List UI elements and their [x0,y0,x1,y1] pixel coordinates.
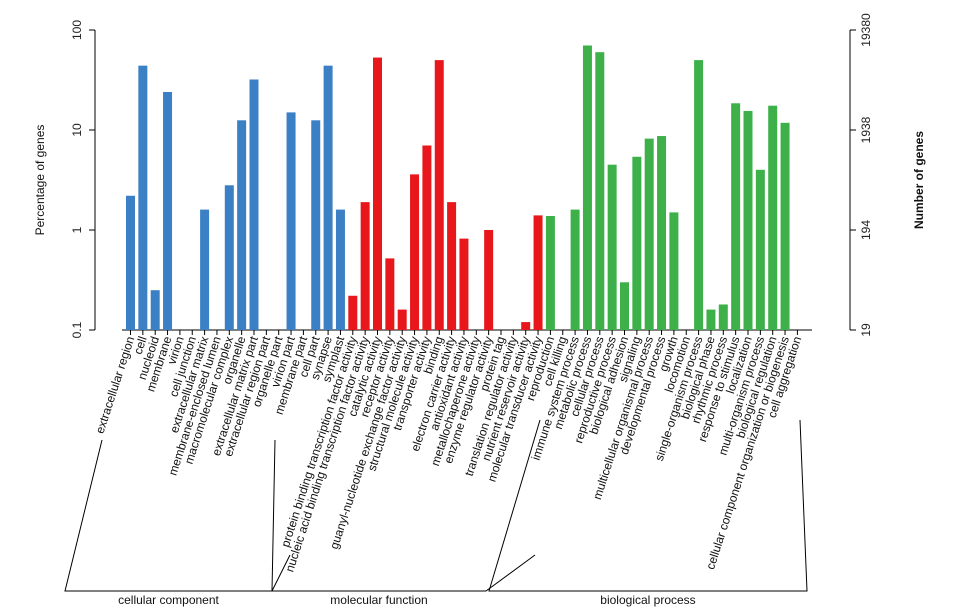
bar [373,57,382,330]
bar [706,309,716,330]
group-bracket [488,419,808,592]
bar [335,209,345,330]
bar [224,185,234,330]
bar [780,122,790,330]
bar [163,91,173,330]
bar [632,156,642,330]
bar [768,105,778,330]
bar [484,230,494,330]
bar [286,112,296,331]
bar [533,215,543,330]
bar [570,209,580,330]
group-label: biological process [600,593,695,607]
bar [595,52,605,330]
bar [249,79,259,330]
left-tick-label: 100 [70,20,84,40]
left-tick-label: 0.1 [70,321,84,338]
bar [607,164,617,330]
bar [731,103,741,330]
bar [521,322,531,330]
bar [743,110,753,330]
bar [582,45,592,330]
group-bracket [271,554,536,592]
bar [644,138,654,330]
bar [755,169,765,330]
bar [422,145,432,330]
bar [434,60,444,331]
group-bracket [64,439,276,592]
x-ticks [130,330,798,335]
group-label: cellular component [118,593,219,607]
right-y-axis-title: Number of genes [912,131,926,229]
bar [397,309,407,330]
bar [459,238,469,330]
group-label: molecular function [330,593,427,607]
bar [545,216,555,330]
left-tick-label: 10 [70,123,84,137]
bar [348,295,358,330]
left-y-axis-title: Percentage of genes [33,125,47,236]
bar [718,304,728,330]
right-y-ticks: 19380 1938 194 19 [850,13,873,337]
bar [138,65,148,331]
bar [360,202,370,330]
category-labels: extracellular regioncellnucleoidmembrane… [93,334,805,574]
bars [126,45,790,331]
bar [694,60,704,331]
bar [669,212,679,330]
right-tick-label: 19 [859,323,873,337]
bar [620,282,629,330]
bar [385,258,395,330]
bar [150,290,160,330]
bar [410,174,420,330]
bar [311,120,321,331]
left-tick-label: 1 [70,226,84,233]
bar [126,195,135,330]
bar [657,136,667,330]
group-brackets: cellular component molecular function biol… [64,419,808,607]
bar [447,202,457,330]
bar [323,65,333,331]
category-label: cell [131,335,150,356]
right-tick-label: 194 [859,220,873,240]
bar [200,209,210,330]
bar [237,120,247,331]
right-tick-label: 1938 [859,116,873,143]
left-y-ticks: 100 10 1 0.1 [70,20,95,338]
right-tick-label: 19380 [859,13,873,47]
